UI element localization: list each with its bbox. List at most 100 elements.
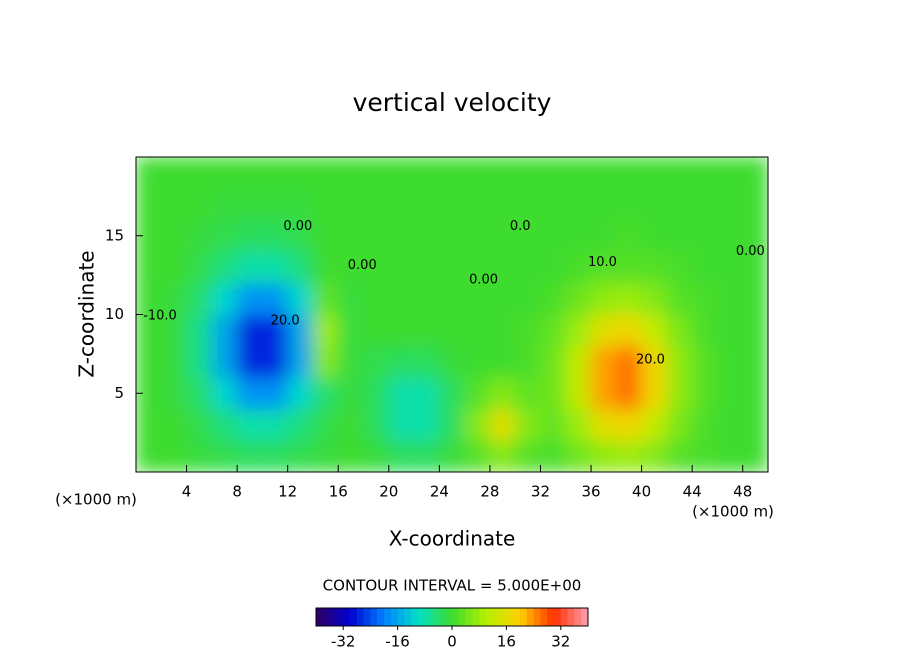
cell [211, 157, 238, 189]
cell [438, 440, 466, 472]
cell [716, 377, 744, 410]
cell [337, 345, 365, 378]
cell [363, 157, 390, 189]
cell [413, 251, 440, 284]
cell [261, 219, 289, 252]
cell [590, 408, 617, 441]
cell [236, 440, 263, 472]
cell [413, 314, 440, 347]
cell [312, 282, 339, 315]
cell [363, 251, 390, 284]
cell [388, 377, 415, 410]
cell [186, 188, 213, 221]
cell [337, 282, 365, 315]
cell [438, 157, 466, 189]
cell [565, 251, 592, 284]
cell [464, 440, 491, 472]
cell [464, 314, 491, 347]
x-axis-title: X-coordinate [389, 527, 516, 551]
colorbar-swatch [499, 608, 507, 626]
cell [287, 188, 314, 221]
cell [514, 157, 541, 189]
colorbar-swatch [581, 608, 589, 626]
colorbar-swatch [554, 608, 562, 626]
colorbar-swatch [526, 608, 535, 626]
cell [438, 188, 466, 221]
contour-label: 0.0 [510, 219, 531, 234]
colorbar-swatch [438, 608, 446, 626]
cell [691, 157, 718, 189]
cell [261, 251, 289, 284]
colorbar-swatch [574, 608, 582, 626]
colorbar-swatch [397, 608, 405, 626]
cell [464, 188, 491, 221]
colorbar-swatch [377, 608, 385, 626]
cell [261, 377, 289, 410]
cell [363, 377, 390, 410]
cell [136, 157, 162, 189]
cell [287, 408, 314, 441]
cell [691, 377, 718, 410]
cell [615, 314, 643, 347]
cell [160, 219, 188, 252]
cell [136, 345, 162, 378]
cell [413, 408, 440, 441]
colorbar-swatch [540, 608, 548, 626]
cell [211, 219, 238, 252]
cell [236, 377, 263, 410]
colorbar-swatch [513, 608, 521, 626]
cell [464, 408, 491, 441]
cell [514, 440, 541, 472]
cell [615, 251, 643, 284]
cell [691, 219, 718, 252]
cell [160, 408, 188, 441]
cell [211, 408, 238, 441]
cell [539, 408, 567, 441]
cell [590, 251, 617, 284]
cell [641, 219, 668, 252]
colorbar-swatch [458, 608, 467, 626]
cell [186, 282, 213, 315]
cell [464, 157, 491, 189]
cell [236, 188, 263, 221]
cell [388, 345, 415, 378]
cell [489, 314, 516, 347]
colorbar-swatch [452, 608, 460, 626]
cell [615, 440, 643, 472]
cell [388, 282, 415, 315]
cell [160, 188, 188, 221]
cell [236, 251, 263, 284]
x-unit-label: (×1000 m) [55, 491, 137, 509]
cell [261, 282, 289, 315]
cell [287, 377, 314, 410]
colorbar-swatch [370, 608, 378, 626]
cell [666, 157, 693, 189]
cell [413, 188, 440, 221]
cell [236, 157, 263, 189]
cell [539, 188, 567, 221]
cell [261, 408, 289, 441]
cell [716, 219, 744, 252]
cell [489, 440, 516, 472]
cell [136, 440, 162, 472]
cell [565, 282, 592, 315]
cell [160, 314, 188, 347]
cell [666, 377, 693, 410]
cell [464, 282, 491, 315]
cell [136, 188, 162, 221]
cell [716, 408, 744, 441]
colorbar-swatch [445, 608, 453, 626]
colorbar-swatch [329, 608, 337, 626]
cell [261, 157, 289, 189]
cell [136, 282, 162, 315]
cell [514, 314, 541, 347]
colorbar-swatch [316, 608, 324, 626]
cell [211, 314, 238, 347]
plot-frame [135, 156, 769, 473]
cell [615, 188, 643, 221]
cell [287, 157, 314, 189]
cell [641, 408, 668, 441]
contour-label: -10.0 [143, 309, 177, 324]
contour-label: 0.00 [283, 219, 312, 234]
